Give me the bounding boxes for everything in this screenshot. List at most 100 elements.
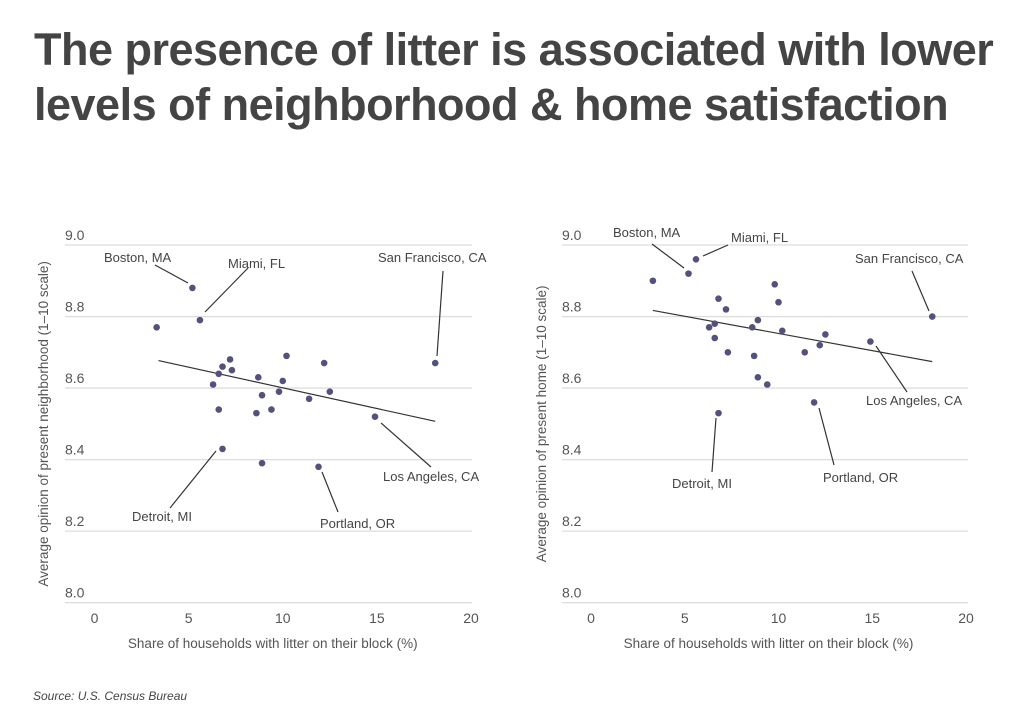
- data-point: [715, 295, 722, 302]
- x-tick-label: 0: [91, 610, 99, 626]
- x-tick-label: 5: [185, 610, 193, 626]
- label-leader-line: [875, 345, 908, 393]
- x-tick-label: 10: [275, 610, 291, 626]
- data-point: [275, 388, 283, 395]
- x-tick-label: 15: [864, 610, 880, 626]
- data-point: [371, 413, 379, 420]
- data-point: [215, 370, 223, 378]
- city-label: Portland, OR: [823, 470, 898, 485]
- y-tick-label: 8.0: [65, 585, 85, 601]
- data-point: [722, 306, 730, 313]
- city-label: Portland, OR: [320, 516, 395, 531]
- city-label: Detroit, MI: [132, 509, 192, 524]
- trend-line: [652, 309, 933, 363]
- data-point: [711, 320, 719, 327]
- data-point: [228, 366, 236, 374]
- data-point: [283, 352, 290, 360]
- y-tick-label: 8.2: [562, 513, 582, 529]
- y-tick-label: 8.0: [562, 585, 582, 601]
- data-point: [196, 316, 204, 324]
- x-tick-label: 20: [958, 610, 974, 626]
- data-point: [320, 359, 328, 367]
- label-leader-line: [702, 244, 729, 257]
- data-point: [189, 284, 196, 292]
- x-tick-label: 0: [587, 610, 595, 626]
- data-point: [771, 281, 779, 288]
- city-label: San Francisco, CA: [855, 251, 964, 266]
- data-point: [326, 388, 334, 395]
- data-point: [253, 409, 260, 417]
- trend-line: [158, 359, 436, 422]
- data-point: [254, 374, 262, 381]
- city-label: Miami, FL: [731, 230, 788, 245]
- x-tick-label: 20: [463, 610, 479, 626]
- data-point: [711, 334, 719, 342]
- city-label: San Francisco, CA: [378, 250, 487, 265]
- data-point: [209, 381, 217, 388]
- label-leader-line: [321, 471, 339, 513]
- city-label: Detroit, MI: [672, 476, 732, 491]
- y-tick-label: 8.4: [562, 442, 582, 458]
- data-point: [153, 323, 160, 331]
- data-point: [219, 445, 226, 453]
- data-point: [867, 338, 874, 345]
- chart-title: The presence of litter is associated wit…: [34, 24, 994, 130]
- y-tick-label: 8.4: [65, 442, 85, 458]
- source-note: Source: U.S. Census Bureau: [33, 689, 188, 703]
- data-point: [816, 341, 824, 349]
- y-tick-label: 8.8: [65, 299, 85, 315]
- label-leader-line: [436, 270, 444, 357]
- x-axis-label: Share of households with litter on their…: [624, 636, 914, 651]
- data-point: [692, 256, 700, 263]
- label-leader-line: [169, 450, 217, 509]
- label-leader-line: [818, 407, 835, 466]
- data-point: [279, 377, 287, 385]
- data-point: [754, 374, 762, 381]
- y-axis-label: Average opinion of present neighborhood …: [36, 261, 51, 586]
- x-axis-label: Share of households with litter on their…: [128, 636, 418, 651]
- city-label: Los Angeles, CA: [866, 393, 962, 408]
- data-point: [258, 459, 266, 467]
- y-tick-label: 8.6: [65, 370, 85, 386]
- city-label: Los Angeles, CA: [383, 469, 479, 484]
- data-point: [219, 363, 226, 370]
- data-point: [801, 349, 809, 356]
- data-point: [822, 331, 829, 338]
- data-point: [928, 313, 936, 320]
- label-leader-line: [911, 270, 930, 312]
- y-tick-label: 8.6: [562, 370, 582, 386]
- data-point: [685, 270, 692, 277]
- y-axis-label: Average opinion of present home (1–10 sc…: [534, 286, 549, 563]
- data-point: [750, 352, 758, 360]
- data-point: [715, 409, 722, 417]
- data-point: [754, 316, 762, 324]
- data-point: [649, 277, 657, 285]
- y-tick-label: 9.0: [562, 227, 582, 243]
- data-point: [724, 349, 732, 356]
- x-tick-label: 10: [771, 610, 787, 626]
- data-point: [431, 359, 439, 367]
- data-point: [778, 327, 786, 335]
- y-tick-label: 8.8: [562, 299, 582, 315]
- data-point: [705, 323, 713, 331]
- data-point: [315, 463, 322, 471]
- data-point: [305, 395, 313, 403]
- data-point: [258, 391, 266, 399]
- x-tick-label: 15: [369, 610, 385, 626]
- city-label: Boston, MA: [104, 250, 172, 265]
- label-leader-line: [711, 417, 717, 473]
- city-label: Boston, MA: [613, 225, 681, 240]
- data-point: [763, 381, 771, 388]
- y-tick-label: 8.2: [65, 513, 85, 529]
- label-leader-line: [380, 422, 432, 468]
- label-leader-line: [651, 243, 685, 269]
- city-label: Miami, FL: [228, 256, 285, 271]
- data-point: [810, 399, 818, 406]
- data-point: [748, 323, 756, 331]
- x-tick-label: 5: [681, 610, 689, 626]
- data-point: [268, 406, 275, 413]
- data-point: [775, 298, 782, 306]
- label-leader-line: [154, 264, 189, 284]
- data-point: [215, 406, 223, 413]
- data-point: [226, 356, 234, 363]
